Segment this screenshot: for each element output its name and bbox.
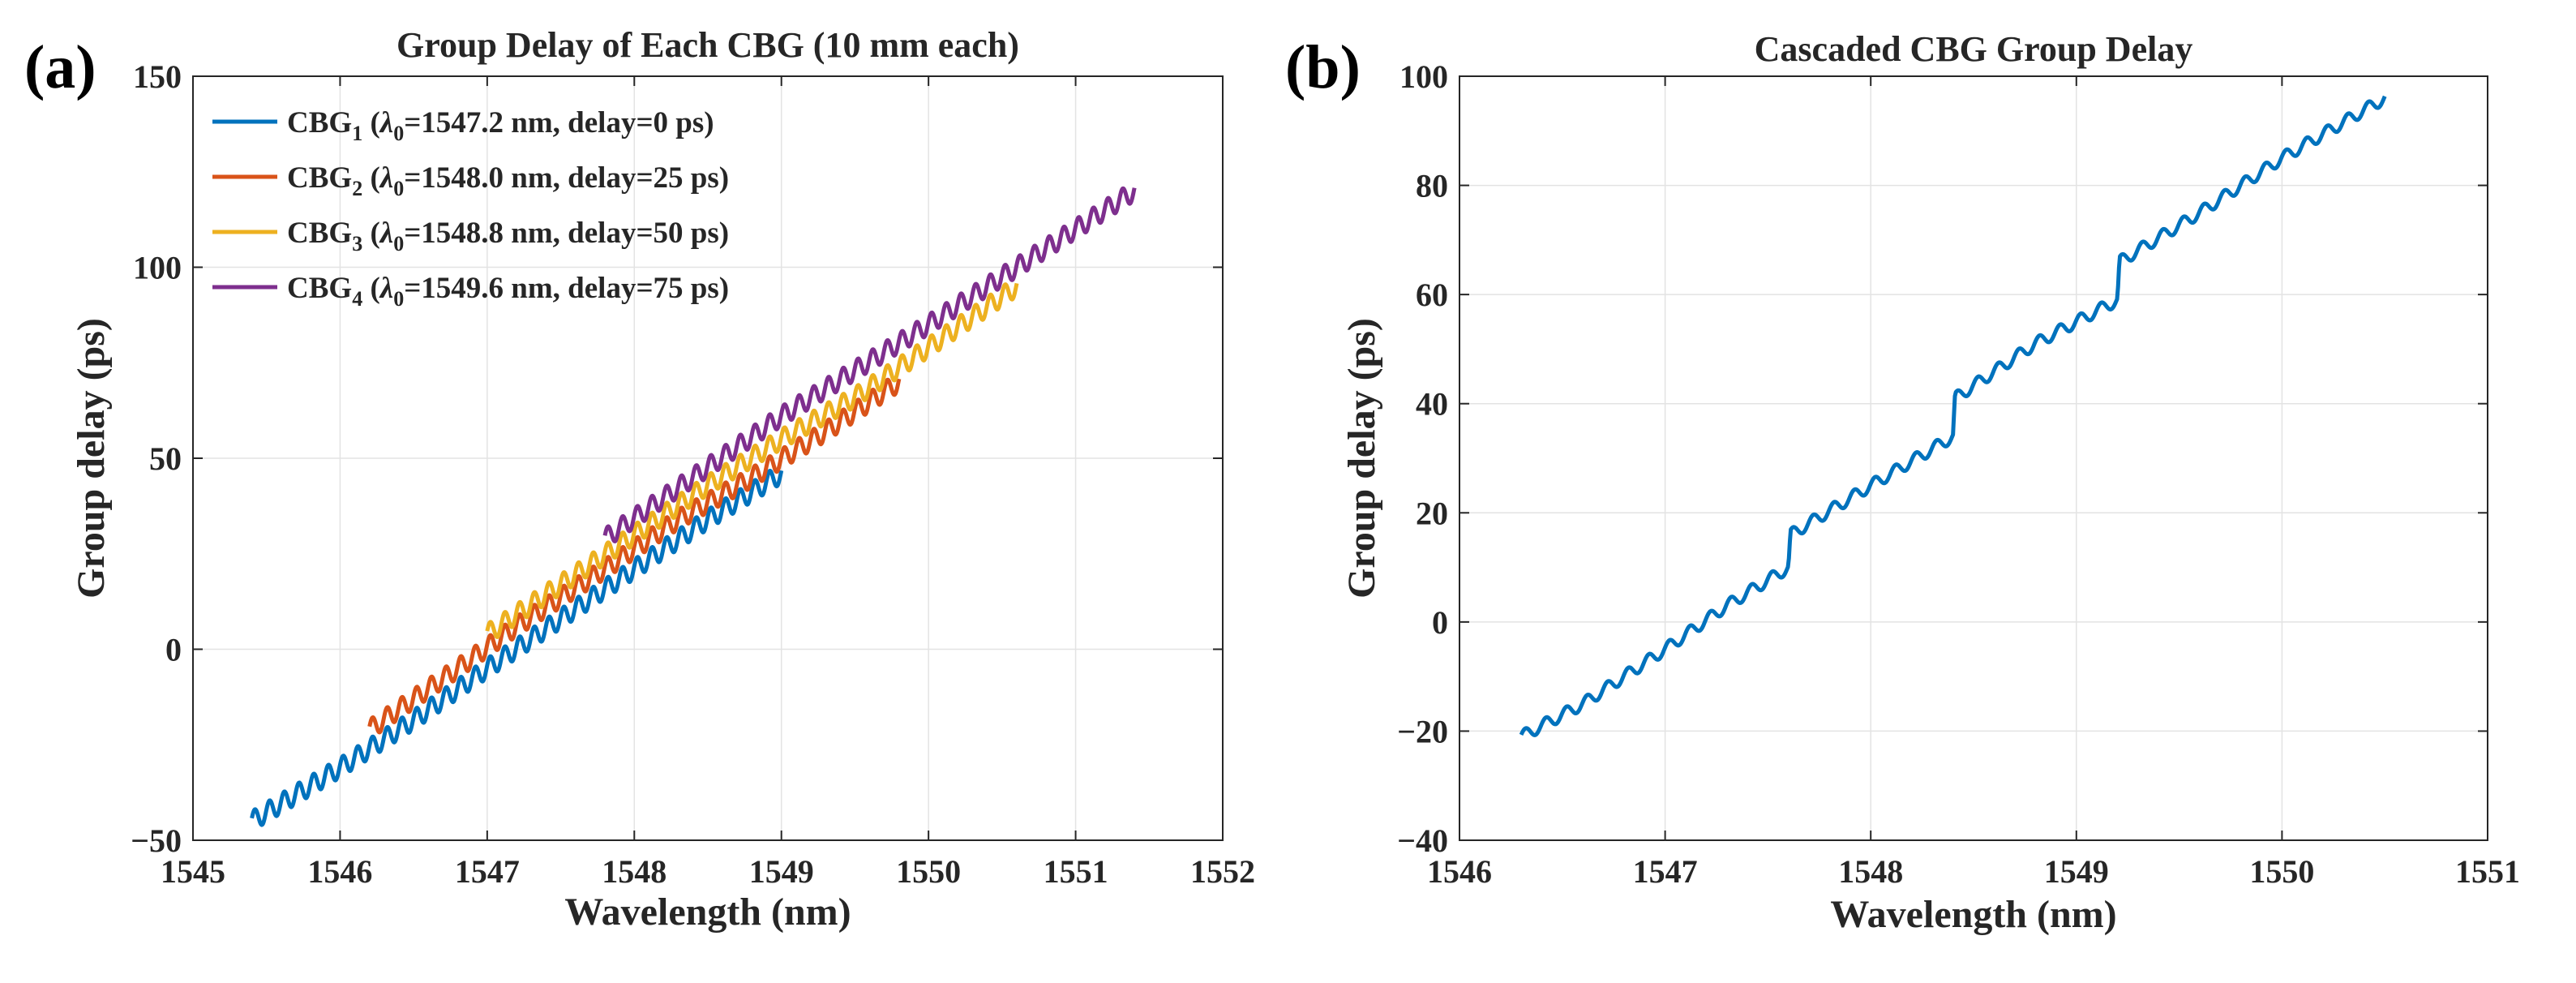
grid-b bbox=[1459, 75, 2488, 841]
y-tick-label: 100 bbox=[1399, 58, 1448, 95]
x-tick-label: 1548 bbox=[1838, 853, 1903, 890]
x-tick-label: 1551 bbox=[1044, 853, 1108, 890]
x-tick-label: 1550 bbox=[2249, 853, 2314, 890]
y-tick-label: 40 bbox=[1416, 386, 1448, 423]
x-axis-label-a: Wavelength (nm) bbox=[564, 891, 851, 934]
x-tick-label: 1549 bbox=[749, 853, 814, 890]
x-tick-label: 1545 bbox=[161, 853, 225, 890]
ticks-b: 1546 1547 1548 1549 1550 1551 −40 −20 0 20 40 60 80 1… bbox=[1397, 58, 2520, 890]
y-tick-label: 0 bbox=[1432, 604, 1448, 641]
legend-entry-cbg3: CBG3 (λ0=1548.8 nm, delay=50 ps) bbox=[287, 217, 729, 255]
axes-box-b bbox=[1459, 75, 2488, 841]
x-tick-label: 1547 bbox=[1633, 853, 1698, 890]
legend-entry-cbg2: CBG2 (λ0=1548.0 nm, delay=25 ps) bbox=[287, 161, 729, 200]
x-tick-label: 1551 bbox=[2455, 853, 2520, 890]
panel-label-a: (a) bbox=[24, 33, 96, 101]
y-tick-label: 0 bbox=[165, 632, 182, 668]
panel-label-b: (b) bbox=[1285, 33, 1361, 101]
x-tick-label: 1546 bbox=[1427, 853, 1492, 890]
legend-a: CBG1 (λ0=1547.2 nm, delay=0 ps) CBG2 (λ0=… bbox=[212, 106, 729, 311]
series-group-b bbox=[1519, 95, 2387, 737]
y-tick-label: 80 bbox=[1416, 168, 1448, 204]
y-tick-label: −50 bbox=[131, 822, 182, 859]
x-tick-label: 1548 bbox=[602, 853, 667, 890]
y-tick-label: 150 bbox=[133, 58, 182, 95]
x-axis-label-b: Wavelength (nm) bbox=[1830, 893, 2116, 936]
y-tick-label: −40 bbox=[1397, 822, 1448, 859]
chart-title-a: Group Delay of Each CBG (10 mm each) bbox=[396, 25, 1019, 65]
legend-entry-cbg4: CBG4 (λ0=1549.6 nm, delay=75 ps) bbox=[287, 272, 729, 311]
y-axis-label-a: Group delay (ps) bbox=[70, 318, 113, 599]
x-tick-label: 1546 bbox=[307, 853, 372, 890]
ticks-a: 1545 1546 1547 1548 1549 1550 1551 1552 −50 0 50 10… bbox=[131, 58, 1255, 890]
series-line-cbg2 bbox=[367, 377, 902, 735]
chart-title-b: Cascaded CBG Group Delay bbox=[1755, 29, 2193, 69]
series-group-a bbox=[250, 186, 1137, 827]
y-axis-label-b: Group delay (ps) bbox=[1340, 318, 1383, 599]
y-tick-label: −20 bbox=[1397, 713, 1448, 749]
x-tick-label: 1549 bbox=[2044, 853, 2109, 890]
series-line-cbg4 bbox=[602, 186, 1137, 543]
y-tick-label: 50 bbox=[149, 440, 182, 477]
y-tick-label: 20 bbox=[1416, 495, 1448, 531]
y-tick-label: 100 bbox=[133, 250, 182, 286]
panel-b: (b) Cascaded CBG Group Delay 1546 1547 154… bbox=[1285, 29, 2520, 936]
series-line-cbg3 bbox=[485, 282, 1019, 639]
x-tick-label: 1547 bbox=[455, 853, 520, 890]
x-tick-label: 1552 bbox=[1190, 853, 1255, 890]
panel-a: (a) Group Delay of Each CBG (10 mm each)… bbox=[24, 25, 1255, 934]
y-tick-label: 60 bbox=[1416, 277, 1448, 313]
legend-entry-cbg1: CBG1 (λ0=1547.2 nm, delay=0 ps) bbox=[287, 106, 714, 145]
x-tick-label: 1550 bbox=[896, 853, 961, 890]
series-line-cbg1 bbox=[250, 469, 784, 827]
series-line-b-0 bbox=[1519, 95, 2387, 737]
